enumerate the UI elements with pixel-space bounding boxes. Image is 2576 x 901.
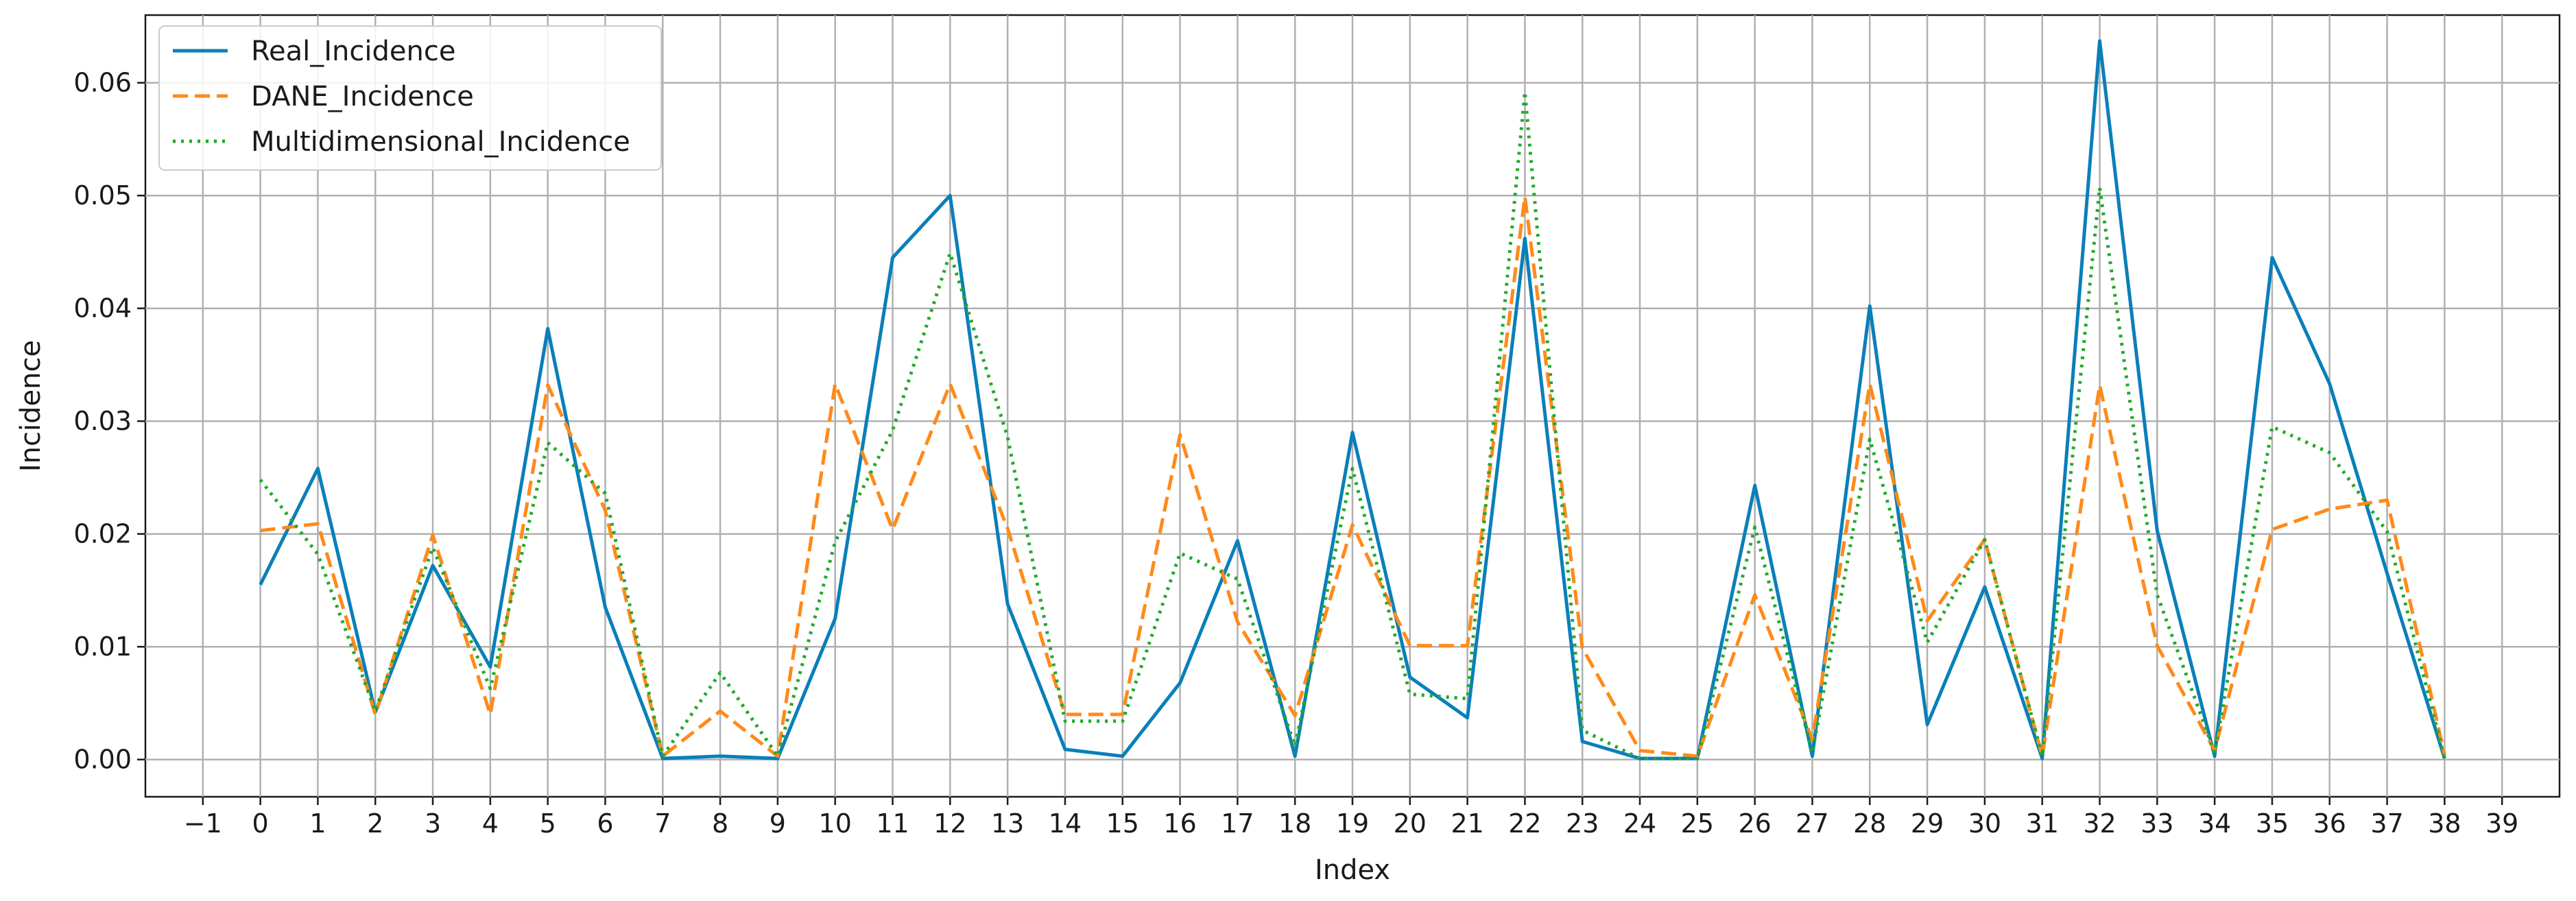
x-tick-label: 23: [1566, 808, 1599, 839]
x-tick-label: 18: [1278, 808, 1311, 839]
x-tick-label: 26: [1738, 808, 1771, 839]
x-tick-label: 28: [1853, 808, 1886, 839]
x-tick-label: 32: [2083, 808, 2116, 839]
x-tick-label: 14: [1049, 808, 1082, 839]
x-tick-label: 31: [2026, 808, 2059, 839]
y-tick-label: 0.06: [73, 68, 132, 98]
legend-label: Real_Incidence: [251, 36, 455, 67]
y-axis-ticks: 0.00 0.01 0.02 0.03 0.04 0.05 0.06: [73, 68, 145, 775]
x-tick-label: 11: [876, 808, 909, 839]
y-tick-label: 0.03: [73, 406, 132, 436]
x-tick-label: 29: [1911, 808, 1944, 839]
x-tick-label: 24: [1623, 808, 1656, 839]
x-tick-label: 27: [1796, 808, 1828, 839]
x-tick-label: 6: [597, 808, 613, 839]
x-tick-label: 25: [1681, 808, 1714, 839]
legend-label: DANE_Incidence: [251, 81, 474, 112]
x-tick-label: 36: [2313, 808, 2346, 839]
y-tick-label: 0.00: [73, 745, 132, 775]
legend: Real_Incidence DANE_Incidence Multidimensi…: [158, 25, 662, 171]
series-line-dane-incidence: [260, 195, 2446, 758]
y-tick-label: 0.01: [73, 632, 132, 662]
y-axis-label: Incidence: [15, 340, 47, 472]
x-tick-label: 4: [482, 808, 499, 839]
y-tick-label: 0.02: [73, 519, 132, 549]
y-tick-label: 0.05: [73, 180, 132, 211]
x-tick-label: 16: [1163, 808, 1196, 839]
x-tick-label: 22: [1508, 808, 1541, 839]
grid-lines: [145, 15, 2560, 797]
y-tick-label: 0.04: [73, 293, 132, 324]
x-tick-label: 35: [2256, 808, 2289, 839]
x-axis-label: Index: [1315, 854, 1390, 886]
series-line-multidimensional-incidence: [259, 90, 2446, 760]
x-tick-label: 30: [1968, 808, 2001, 839]
series-lines: [259, 39, 2446, 760]
x-tick-label: 13: [991, 808, 1024, 839]
x-tick-label: 15: [1106, 808, 1139, 839]
x-tick-label: 34: [2198, 808, 2231, 839]
legend-label: Multidimensional_Incidence: [251, 126, 630, 158]
x-tick-label: 33: [2140, 808, 2173, 839]
x-tick-label: −1: [184, 808, 222, 839]
x-tick-label: 19: [1336, 808, 1369, 839]
x-tick-label: 0: [252, 808, 269, 839]
x-axis-ticks: −1 0 1 2 3 4 5 6 7 8 9 10 11 12 13 14 15 16 17 18 19 20 21 22 23…: [184, 797, 2518, 839]
x-tick-label: 38: [2428, 808, 2461, 839]
x-tick-label: 3: [425, 808, 441, 839]
x-tick-label: 9: [770, 808, 786, 839]
x-tick-label: 17: [1221, 808, 1254, 839]
legend-box: [158, 25, 662, 171]
x-tick-label: 20: [1394, 808, 1427, 839]
x-tick-label: 2: [367, 808, 383, 839]
series-line-real-incidence: [259, 39, 2446, 760]
x-tick-label: 21: [1451, 808, 1483, 839]
x-tick-label: 7: [654, 808, 671, 839]
x-tick-label: 10: [819, 808, 852, 839]
x-tick-label: 37: [2370, 808, 2403, 839]
x-tick-label: 12: [933, 808, 966, 839]
x-tick-label: 5: [540, 808, 556, 839]
x-tick-label: 8: [712, 808, 728, 839]
x-tick-label: 1: [309, 808, 326, 839]
x-tick-label: 39: [2485, 808, 2518, 839]
